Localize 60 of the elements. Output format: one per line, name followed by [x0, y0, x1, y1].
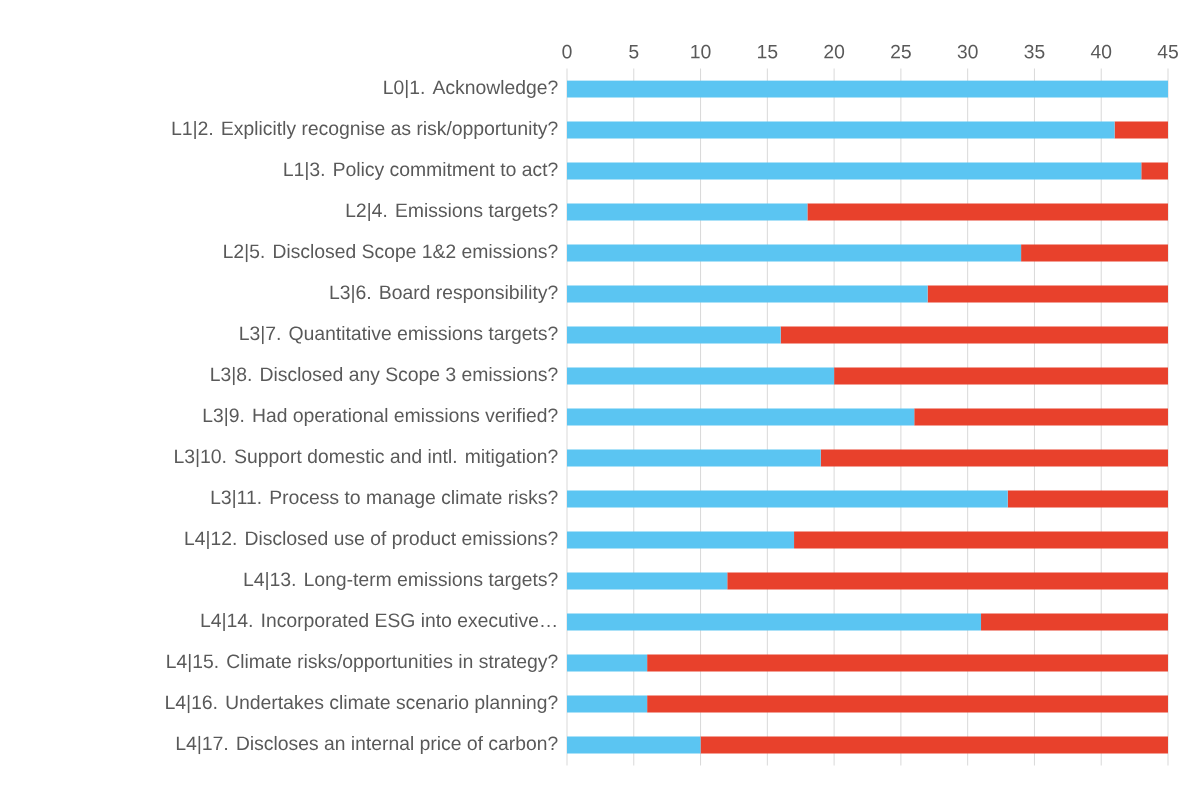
- x-tick-label: 35: [1024, 44, 1045, 59]
- bar: [567, 203, 808, 221]
- bar: [700, 736, 1168, 754]
- bar: [567, 449, 821, 467]
- y-tick-label: L4|16. Undertakes climate scenario planning?: [166, 694, 558, 714]
- y-tick-label: L3|10. Support domestic and intl. mitigation?: [175, 448, 558, 468]
- y-tick-label: L3|8. Disclosed any Scope 3 emissions?: [211, 366, 558, 386]
- y-tick-label: L0|1. Acknowledge?: [384, 79, 558, 99]
- bar: [567, 531, 795, 549]
- bar: [567, 285, 928, 303]
- x-tick-label: 0: [562, 44, 572, 59]
- y-tick-label: L4|12. Disclosed use of product emissions?: [185, 530, 558, 550]
- bar: [981, 613, 1168, 631]
- bar: [567, 326, 781, 344]
- bar: [567, 736, 701, 754]
- x-tick-label: 15: [758, 44, 778, 59]
- bar: [647, 654, 1168, 672]
- y-tick-label: L4|13. Long-term emissions targets?: [244, 571, 558, 591]
- bar: [567, 613, 982, 631]
- x-tick-label: 30: [957, 44, 978, 59]
- bar: [1007, 490, 1168, 508]
- bar: [567, 695, 648, 713]
- bar: [567, 162, 1142, 180]
- x-tick-label: 40: [1090, 44, 1112, 59]
- x-tick-label: 20: [824, 44, 845, 59]
- y-tick-label: L2|4. Emissions targets?: [346, 202, 558, 222]
- y-tick-label: L4|17. Discloses an internal price of carbon?: [176, 735, 558, 755]
- bar: [927, 285, 1168, 303]
- y-tick-label: L1|2. Explicitly recognise as risk/opportunity?: [172, 120, 558, 140]
- y-tick-label: L2|5. Disclosed Scope 1&2 emissions?: [224, 243, 558, 263]
- bar: [567, 408, 915, 426]
- x-tick-label: 10: [691, 44, 711, 59]
- y-tick-label: L4|14. Incorporated ESG into executive…: [201, 612, 556, 632]
- bar: [567, 80, 1168, 98]
- bar: [820, 449, 1168, 467]
- bar: [834, 367, 1168, 385]
- y-tick-label: L3|9. Had operational emissions verified?: [203, 407, 558, 427]
- bar: [1114, 121, 1168, 139]
- bar: [1141, 162, 1168, 180]
- bar: [807, 203, 1168, 221]
- bar: [567, 367, 835, 385]
- y-tick-label: L1|3. Policy commitment to act?: [284, 161, 558, 181]
- bar: [567, 490, 1008, 508]
- x-tick-label: 45: [1157, 44, 1178, 59]
- bar: [567, 121, 1115, 139]
- bar: [727, 572, 1168, 590]
- y-tick-label: L3|11. Process to manage climate risks?: [211, 489, 558, 509]
- bar: [567, 654, 648, 672]
- bar: [794, 531, 1168, 549]
- x-tick-label: 5: [629, 44, 639, 59]
- bar: [914, 408, 1168, 426]
- bar: [567, 244, 1022, 262]
- bar: [780, 326, 1168, 344]
- y-tick-label: L4|15. Climate risks/opportunities in strategy?: [167, 653, 558, 673]
- bar: [647, 695, 1168, 713]
- y-tick-label: L3|6. Board responsibility?: [330, 284, 558, 304]
- x-tick-label: 25: [891, 44, 911, 59]
- y-tick-label: L3|7. Quantitative emissions targets?: [240, 325, 558, 345]
- bar: [1021, 244, 1168, 262]
- bar: [567, 572, 728, 590]
